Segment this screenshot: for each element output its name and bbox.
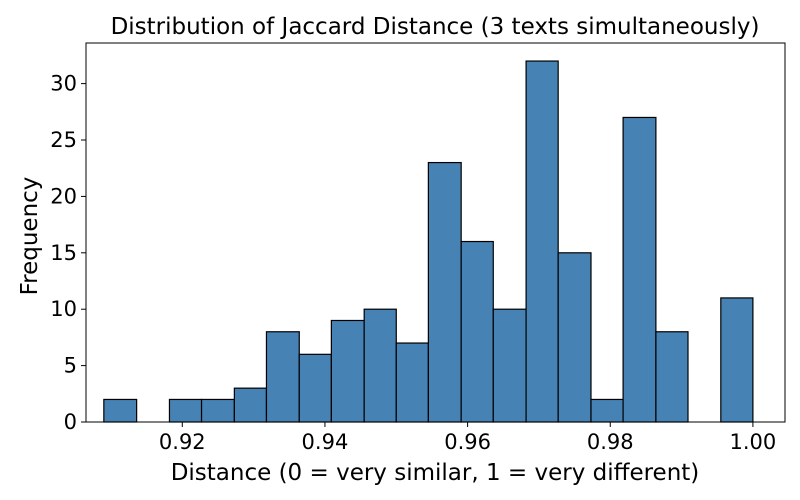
ticks-layer: 0.92 0.94 0.96 0.98 1.00 0 5 10 15 20 25 30 bbox=[50, 72, 776, 454]
histogram-bar bbox=[233, 387, 268, 423]
histogram-bar bbox=[590, 398, 624, 423]
y-tick-label: 15 bbox=[50, 241, 77, 265]
y-tick-label: 0 bbox=[64, 410, 77, 434]
y-tick-label: 25 bbox=[50, 128, 77, 152]
histogram-bar bbox=[525, 60, 559, 423]
histogram-bar bbox=[363, 308, 397, 423]
x-axis-label: Distance (0 = very similar, 1 = very dif… bbox=[171, 460, 700, 486]
x-tick-label: 0.94 bbox=[302, 430, 349, 454]
histogram-bar bbox=[720, 297, 754, 423]
plot-frame bbox=[85, 42, 786, 423]
histogram-bar bbox=[557, 252, 592, 423]
histogram-bar bbox=[655, 331, 689, 423]
y-axis-label: Frequency bbox=[17, 177, 43, 296]
histogram-bar bbox=[168, 398, 203, 423]
x-tick-label: 0.96 bbox=[444, 430, 491, 454]
histogram-bar bbox=[395, 342, 429, 423]
x-tick-label: 0.98 bbox=[587, 430, 634, 454]
histogram-bar bbox=[427, 161, 462, 423]
y-tick-label: 30 bbox=[50, 72, 77, 96]
x-tick-label: 1.00 bbox=[730, 430, 777, 454]
histogram-bar bbox=[622, 116, 657, 423]
y-tick-label: 20 bbox=[50, 184, 77, 208]
histogram-bar bbox=[103, 398, 138, 423]
histogram-bar bbox=[298, 353, 332, 423]
histogram-bar bbox=[265, 331, 300, 423]
chart-title: Distribution of Jaccard Distance (3 text… bbox=[111, 14, 760, 40]
axes-layer bbox=[85, 42, 786, 423]
histogram-bar bbox=[492, 308, 527, 423]
bars-layer bbox=[103, 60, 754, 423]
y-tick-label: 5 bbox=[64, 354, 77, 378]
histogram-bar bbox=[460, 240, 494, 423]
histogram-bar bbox=[330, 319, 365, 423]
y-tick-label: 10 bbox=[50, 297, 77, 321]
x-tick-label: 0.92 bbox=[159, 430, 206, 454]
histogram-bar bbox=[200, 398, 235, 423]
